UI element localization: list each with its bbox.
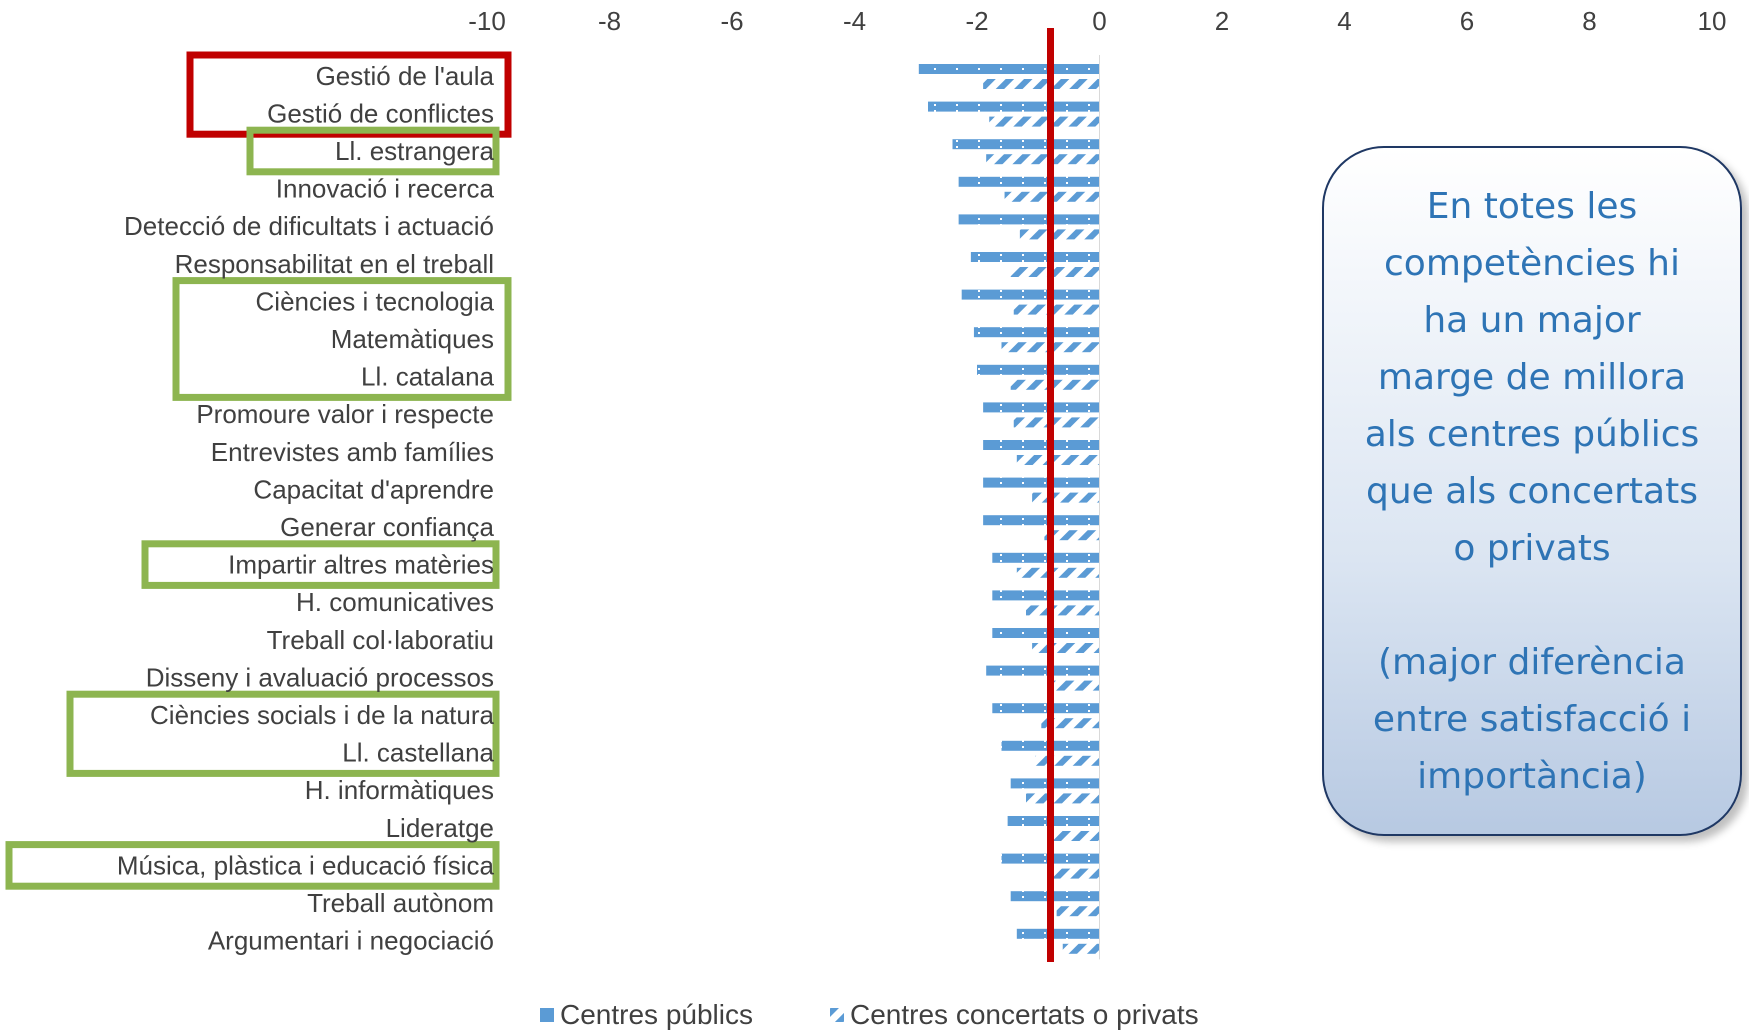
category-label: Ll. catalana bbox=[361, 362, 495, 392]
legend-swatch-publics bbox=[540, 1008, 554, 1022]
bar-centres-concertats bbox=[1051, 831, 1100, 841]
bar-centres-publics bbox=[1011, 891, 1100, 901]
bar-centres-concertats bbox=[1054, 681, 1100, 691]
bar-centres-publics bbox=[983, 440, 1099, 450]
bar-centres-concertats bbox=[989, 117, 1099, 127]
bar-centres-concertats bbox=[1032, 493, 1099, 503]
category-label: Ll. castellana bbox=[342, 738, 494, 768]
x-tick-label: -2 bbox=[965, 6, 988, 36]
category-label: Ciències socials i de la natura bbox=[150, 700, 494, 730]
category-label: Argumentari i negociació bbox=[208, 926, 494, 956]
category-label: Treball col·laboratiu bbox=[267, 625, 494, 655]
bar-centres-concertats bbox=[1032, 643, 1099, 653]
bar-centres-publics bbox=[974, 327, 1100, 337]
bar-centres-publics bbox=[959, 214, 1100, 224]
legend: Centres públics Centres concertats o priv… bbox=[540, 999, 1199, 1030]
x-tick-label: -8 bbox=[598, 6, 621, 36]
x-tick-label: 6 bbox=[1460, 6, 1474, 36]
bar-centres-concertats bbox=[1017, 455, 1100, 465]
bar-centres-publics bbox=[977, 365, 1100, 375]
x-tick-label: 0 bbox=[1092, 6, 1106, 36]
bar-centres-publics bbox=[983, 478, 1099, 488]
bar-centres-concertats bbox=[1011, 380, 1100, 390]
x-tick-label: 4 bbox=[1337, 6, 1351, 36]
category-label: Matemàtiques bbox=[331, 324, 494, 354]
bar-centres-concertats bbox=[986, 154, 1099, 164]
category-label: Responsabilitat en el treball bbox=[175, 249, 494, 279]
bar-centres-concertats bbox=[1011, 267, 1100, 277]
category-label: Ciències i tecnologia bbox=[256, 286, 495, 316]
bar-centres-publics bbox=[983, 515, 1099, 525]
bar-centres-publics bbox=[992, 628, 1099, 638]
category-label: Detecció de dificultats i actuació bbox=[124, 211, 494, 241]
category-labels: Gestió de l'aula Gestió de conflictes Ll. … bbox=[117, 61, 495, 956]
category-label: Innovació i recerca bbox=[276, 174, 495, 204]
category-label: Disseny i avaluació processos bbox=[146, 662, 494, 692]
bars bbox=[919, 55, 1100, 959]
callout-box: En totes les competències hi ha un major… bbox=[1322, 146, 1742, 836]
bar-centres-concertats bbox=[1057, 906, 1100, 916]
bar-centres-publics bbox=[953, 139, 1100, 149]
x-tick-label: -6 bbox=[720, 6, 743, 36]
bar-centres-publics bbox=[1017, 929, 1100, 939]
legend-label: Centres públics bbox=[560, 999, 753, 1030]
x-tick-label: -10 bbox=[468, 6, 506, 36]
category-label: Gestió de conflictes bbox=[267, 98, 494, 128]
bar-centres-publics bbox=[986, 666, 1099, 676]
x-tick-label: 8 bbox=[1582, 6, 1596, 36]
bar-centres-publics bbox=[1011, 778, 1100, 788]
bar-centres-publics bbox=[992, 703, 1099, 713]
bar-centres-publics bbox=[919, 64, 1100, 74]
category-label: Impartir altres matèries bbox=[228, 550, 494, 580]
bar-centres-concertats bbox=[1014, 305, 1100, 315]
bar-centres-publics bbox=[983, 402, 1099, 412]
legend-swatch-concertats bbox=[830, 1008, 844, 1022]
bar-centres-concertats bbox=[983, 79, 1099, 89]
category-label: Ll. estrangera bbox=[335, 136, 495, 166]
bar-centres-concertats bbox=[1035, 756, 1099, 766]
bar-centres-concertats bbox=[1051, 869, 1100, 879]
bar-centres-concertats bbox=[1014, 417, 1100, 427]
category-label: Capacitat d'aprendre bbox=[253, 474, 494, 504]
bar-centres-concertats bbox=[1063, 944, 1100, 954]
bar-centres-publics bbox=[962, 290, 1100, 300]
x-axis-ticks: -10 -8 -6 -4 -2 0 2 4 6 8 10 bbox=[468, 6, 1726, 36]
bar-centres-publics bbox=[959, 177, 1100, 187]
bar-centres-concertats bbox=[1020, 229, 1100, 239]
bar-centres-concertats bbox=[1017, 568, 1100, 578]
bar-centres-publics bbox=[992, 590, 1099, 600]
x-tick-label: 10 bbox=[1698, 6, 1727, 36]
category-label: Generar confiança bbox=[280, 512, 494, 542]
legend-label: Centres concertats o privats bbox=[850, 999, 1199, 1030]
category-label: Gestió de l'aula bbox=[316, 61, 495, 91]
category-label: H. informàtiques bbox=[305, 775, 494, 805]
bar-centres-publics bbox=[971, 252, 1100, 262]
bar-centres-concertats bbox=[1026, 793, 1100, 803]
category-label: Música, plàstica i educació física bbox=[117, 850, 495, 880]
callout-text: En totes les competències hi ha un major… bbox=[1347, 178, 1718, 805]
category-label: Promoure valor i respecte bbox=[196, 399, 494, 429]
bar-centres-publics bbox=[928, 102, 1100, 112]
bar-centres-publics bbox=[992, 553, 1099, 563]
x-tick-label: 2 bbox=[1215, 6, 1229, 36]
bar-centres-concertats bbox=[1026, 605, 1100, 615]
category-label: H. comunicatives bbox=[296, 587, 494, 617]
category-label: Lideratge bbox=[386, 813, 494, 843]
x-tick-label: -4 bbox=[843, 6, 866, 36]
category-label: Entrevistes amb famílies bbox=[211, 437, 494, 467]
category-label: Treball autònom bbox=[307, 888, 494, 918]
